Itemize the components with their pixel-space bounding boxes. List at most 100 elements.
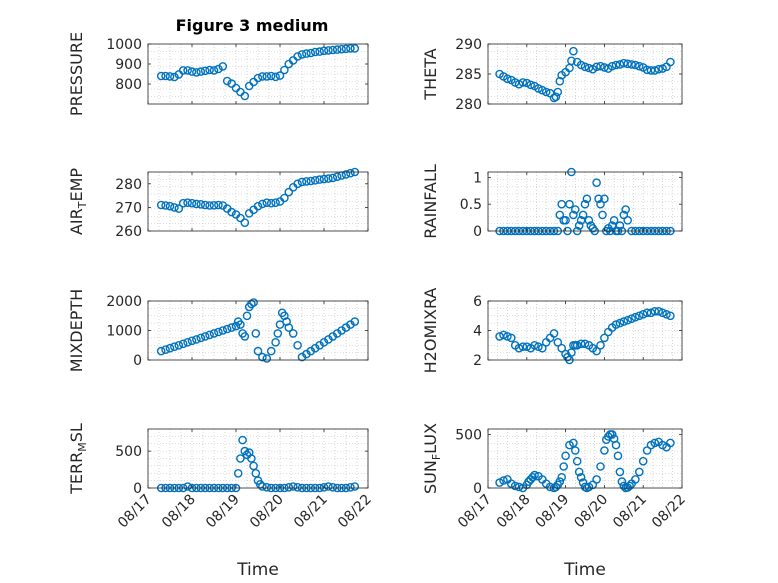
data-point — [499, 330, 508, 340]
data-point — [572, 340, 582, 350]
data-point — [654, 306, 664, 316]
data-point — [666, 438, 675, 448]
data-point — [631, 475, 640, 484]
y-tick-label: 500 — [455, 427, 482, 443]
data-point — [187, 67, 197, 76]
data-point — [526, 80, 536, 90]
y-tick-label: 800 — [115, 77, 142, 93]
data-point — [555, 477, 565, 486]
data-point — [293, 340, 302, 350]
data-point — [503, 332, 512, 341]
subplot-4: 0 0.5 1 RAINFALL — [421, 164, 683, 240]
data-point — [569, 210, 578, 220]
data-point — [561, 451, 570, 461]
data-point — [514, 482, 524, 492]
data-point — [319, 46, 329, 56]
axes-frame — [487, 428, 683, 489]
data-point — [635, 61, 644, 71]
data-point — [222, 76, 232, 86]
data-point — [592, 346, 601, 356]
y-tick-label: 0 — [473, 481, 482, 497]
x-tick-label: 08/19 — [533, 492, 573, 532]
y-tick-label: 0 — [133, 481, 142, 497]
data-point — [161, 71, 170, 81]
data-point — [240, 218, 250, 227]
data-point — [569, 438, 578, 448]
data-point — [253, 346, 263, 356]
data-point — [650, 66, 660, 75]
figure-title: Figure 3 medium — [176, 16, 329, 35]
data-point — [262, 482, 272, 492]
data-point — [341, 44, 351, 54]
data-point — [218, 62, 228, 71]
y-tick-label: 285 — [455, 67, 482, 83]
data-point — [200, 200, 210, 210]
data-point — [596, 462, 605, 471]
data-point — [214, 327, 223, 337]
data-point — [258, 352, 267, 362]
data-point — [611, 320, 621, 329]
data-point — [580, 62, 590, 72]
data-point — [576, 339, 586, 349]
data-point — [249, 298, 258, 307]
data-point — [574, 467, 584, 477]
data-point — [227, 79, 236, 88]
data-point — [662, 309, 671, 319]
data-point — [205, 330, 214, 340]
data-point — [619, 481, 629, 491]
data-point — [240, 91, 250, 101]
data-point — [555, 76, 565, 86]
data-point — [499, 476, 508, 485]
data-point — [328, 173, 338, 183]
data-point — [183, 337, 192, 347]
data-point — [596, 340, 605, 350]
data-point — [598, 210, 607, 220]
data-point — [227, 323, 236, 332]
data-point — [249, 461, 258, 471]
data-point — [262, 354, 272, 363]
data-point — [253, 73, 263, 83]
data-point — [567, 56, 576, 66]
data-point — [646, 308, 656, 318]
data-point — [170, 72, 179, 82]
data-point — [271, 337, 280, 347]
data-point — [310, 175, 320, 185]
data-point — [350, 482, 360, 491]
data-point — [631, 60, 640, 70]
data-point — [582, 194, 592, 204]
data-point — [165, 72, 175, 81]
y-axis-label: PRESSURE — [67, 32, 86, 116]
grid — [487, 171, 683, 232]
data-point — [592, 475, 601, 484]
x-tick-label: 08/17 — [455, 492, 495, 532]
data-point — [310, 47, 320, 57]
data-point — [324, 46, 333, 55]
data-point — [541, 87, 551, 97]
x-tick-label: 08/20 — [247, 492, 287, 532]
data-point — [183, 198, 192, 207]
data-point — [297, 177, 307, 187]
data-point — [530, 470, 539, 480]
data-point — [341, 170, 351, 179]
y-tick-label: 280 — [115, 177, 142, 193]
data-point — [621, 205, 631, 214]
x-tick-label: 08/20 — [571, 492, 611, 532]
data-point — [631, 312, 640, 322]
data-point — [551, 92, 561, 102]
data-point — [315, 175, 324, 184]
x-tick-label: 08/18 — [159, 492, 199, 532]
data-point — [592, 178, 601, 187]
data-point — [332, 172, 342, 181]
data-point — [266, 71, 276, 81]
data-point — [623, 315, 633, 325]
data-point — [214, 64, 223, 74]
axes-frame — [487, 171, 683, 232]
data-point — [192, 335, 201, 344]
data-point — [650, 306, 660, 316]
data-point — [638, 456, 648, 466]
data-point — [607, 430, 617, 439]
data-point — [346, 44, 355, 53]
